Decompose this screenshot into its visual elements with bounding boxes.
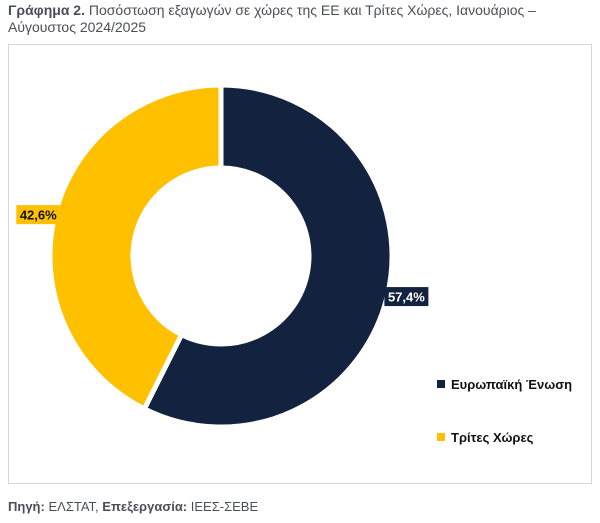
data-label-box-1 — [16, 205, 61, 225]
legend-swatch — [437, 380, 445, 388]
legend-item-1: Τρίτες Χώρες — [437, 427, 600, 447]
data-label-box-0 — [384, 287, 429, 307]
data-label-text-1: 42,6% — [20, 208, 57, 223]
legend-label: Τρίτες Χώρες — [451, 429, 534, 445]
caption-text: Ποσόστωση εξαγωγών σε χώρες της ΕΕ και Τ… — [88, 2, 536, 18]
source-value: ΕΛΣΤΑΤ, — [48, 499, 99, 514]
donut-chart: 57,4% 42,6% — [16, 82, 429, 430]
legend-item-0: Ευρωπαϊκή Ένωση — [437, 374, 600, 394]
source-note: Πηγή: ΕΛΣΤΑΤ, Επεξεργασία: ΙΕΕΣ-ΣΕΒΕ — [8, 499, 258, 514]
data-label-text-0: 57,4% — [388, 290, 425, 305]
chart-frame: 57,4% 42,6% Ευρωπαϊκή Ένωση Τρίτες Χώρες — [8, 44, 592, 484]
source-label: Πηγή: — [8, 499, 45, 514]
donut-slice-1 — [47, 82, 224, 412]
legend-label: Ευρωπαϊκή Ένωση — [451, 376, 573, 392]
chart-legend: Ευρωπαϊκή Ένωση Τρίτες Χώρες — [437, 374, 600, 480]
data-label-0: 57,4% — [384, 287, 429, 307]
legend-swatch — [437, 433, 445, 441]
caption-label: Γράφημα 2. — [8, 2, 85, 18]
donut-slice-0 — [141, 82, 395, 430]
processing-label: Επεξεργασία: — [102, 499, 188, 514]
data-label-1: 42,6% — [16, 205, 61, 225]
processing-value: ΙΕΕΣ-ΣΕΒΕ — [190, 499, 259, 514]
chart-caption: Γράφημα 2. Ποσόστωση εξαγωγών σε χώρες τ… — [8, 2, 592, 36]
caption-text-line2: Αύγουστος 2024/2025 — [8, 19, 147, 35]
